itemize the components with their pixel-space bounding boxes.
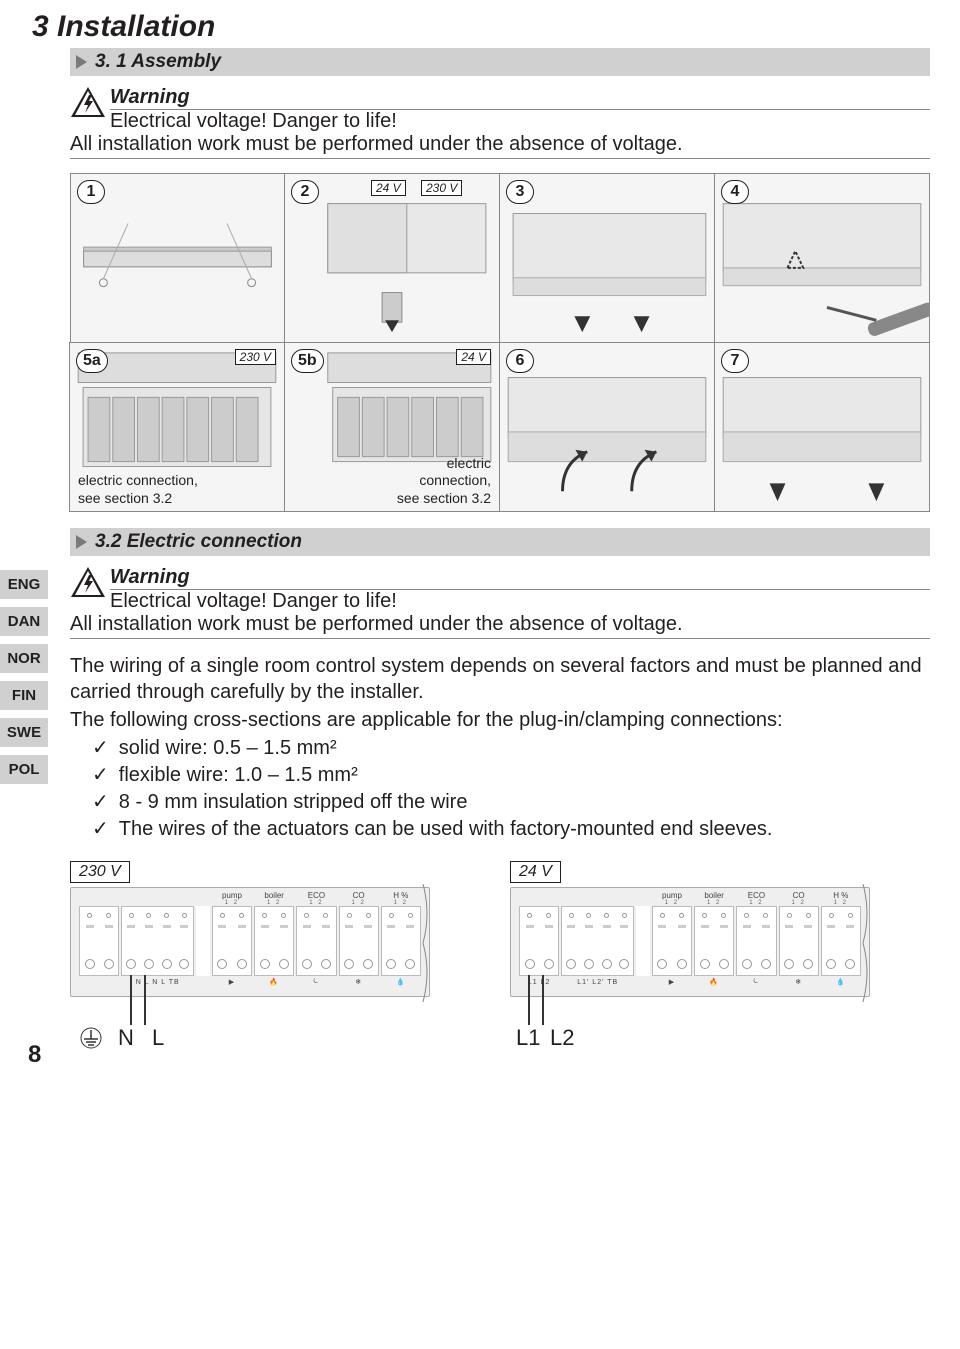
terminal-label: H % [382,891,420,900]
voltage-tag: 24 V [456,349,491,365]
spec-checklist: solid wire: 0.5 – 1.5 mm² flexible wire:… [92,735,930,843]
terminal-label: pump [653,891,691,900]
step-panel: 7 [714,342,930,512]
terminal-board: L1 L2 L1' L2' TB pump 1 2 ▶ [510,887,870,997]
electrical-hazard-icon [70,86,106,118]
warning-subtitle: Electrical voltage! Danger to life! [110,110,397,132]
lang-tab[interactable]: ENG [0,570,48,599]
step-panel: 4 [714,173,930,343]
step-panel: 3 [499,173,715,343]
terminal-board: N L N L TB pump 1 2 ▶ boiler 1 2 [70,887,430,997]
lang-tab[interactable]: POL [0,755,48,784]
terminal-labels: L1' L2' TB [562,979,633,986]
page-number: 8 [28,1041,41,1069]
triangle-icon [76,535,87,549]
section-header-assembly: 3. 1 Assembly [70,48,930,76]
body-paragraph: The wiring of a single room control syst… [70,653,930,705]
step-number: 6 [506,349,534,373]
voltage-tag: 230 V [421,180,462,196]
ground-icon [80,1027,102,1051]
section-header-electric: 3.2 Electric connection [70,528,930,556]
step-panel: 6 [499,342,715,512]
board-break-icon [419,884,433,1002]
step-panel: 5a 230 V electric connection,see section… [69,342,285,512]
lang-tab[interactable]: DAN [0,607,48,636]
wiring-230v: 230 V N L N L TB pump 1 2 [70,861,450,1057]
step-caption: electricconnection,see section 3.2 [381,455,491,508]
voltage-tag: 230 V [70,861,130,883]
terminal-label: ECO [297,891,335,900]
board-break-icon [859,884,873,1002]
step-number: 4 [721,180,749,204]
terminal-label: CO [340,891,378,900]
list-item: 8 - 9 mm insulation stripped off the wir… [92,789,930,816]
wiring-24v: 24 V L1 L2 L1' L2' TB pump [510,861,890,1057]
step-panel: 5b 24 V electricconnection,see section 3… [284,342,500,512]
warning-title: Warning [110,566,930,590]
warning-body: All installation work must be performed … [70,133,930,159]
step-number: 2 [291,180,319,204]
lead-label: L1 [516,1025,540,1051]
section-label: 3. 1 Assembly [95,51,221,73]
lead-label: L [152,1025,164,1051]
warning-subtitle: Electrical voltage! Danger to life! [110,590,397,612]
lead-label: N [118,1025,134,1051]
section-label: 3.2 Electric connection [95,531,302,553]
mount-illustration [500,174,714,342]
terminal-label: pump [213,891,251,900]
cover-close-illustration [500,343,714,511]
step-number: 7 [721,349,749,373]
assembly-steps-grid: 1 2 24 V 230 V 3 [70,173,930,512]
voltage-tag: 230 V [235,349,276,365]
terminal-labels: N L N L TB [122,979,193,986]
terminal-label: boiler [695,891,733,900]
lang-tab[interactable]: FIN [0,681,48,710]
chapter-title: 3 Installation [32,10,930,44]
list-item: solid wire: 0.5 – 1.5 mm² [92,735,930,762]
screwdriver-illustration [715,174,929,342]
step-number: 1 [77,180,105,204]
warning-block: Warning Electrical voltage! Danger to li… [70,86,930,159]
terminal-label: boiler [255,891,293,900]
step-number: 5b [291,349,324,373]
triangle-icon [76,55,87,69]
step-caption: electric connection,see section 3.2 [78,472,228,507]
snap-illustration [715,343,929,511]
lang-tab[interactable]: SWE [0,718,48,747]
electrical-hazard-icon [70,566,106,598]
warning-block: Warning Electrical voltage! Danger to li… [70,566,930,639]
body-paragraph: The following cross-sections are applica… [70,707,930,733]
step-number: 5a [76,349,108,373]
wiring-diagrams: 230 V N L N L TB pump 1 2 [70,861,930,1057]
warning-body: All installation work must be performed … [70,613,930,639]
terminal-label: H % [822,891,860,900]
list-item: flexible wire: 1.0 – 1.5 mm² [92,762,930,789]
lang-tab[interactable]: NOR [0,644,48,673]
warning-title: Warning [110,86,930,110]
voltage-tag: 24 V [510,861,561,883]
step-panel: 1 [70,173,285,343]
module-clip-illustration [285,174,499,342]
terminal-label: CO [780,891,818,900]
lead-label: L2 [550,1025,574,1051]
list-item: The wires of the actuators can be used w… [92,816,930,843]
step-panel: 2 24 V 230 V [284,173,500,343]
step-number: 3 [506,180,534,204]
language-tabs: ENG DAN NOR FIN SWE POL [0,570,48,792]
terminal-labels: L1 L2 [520,979,558,986]
din-rail-illustration [71,174,284,342]
voltage-tag: 24 V [371,180,406,196]
terminal-label: ECO [737,891,775,900]
